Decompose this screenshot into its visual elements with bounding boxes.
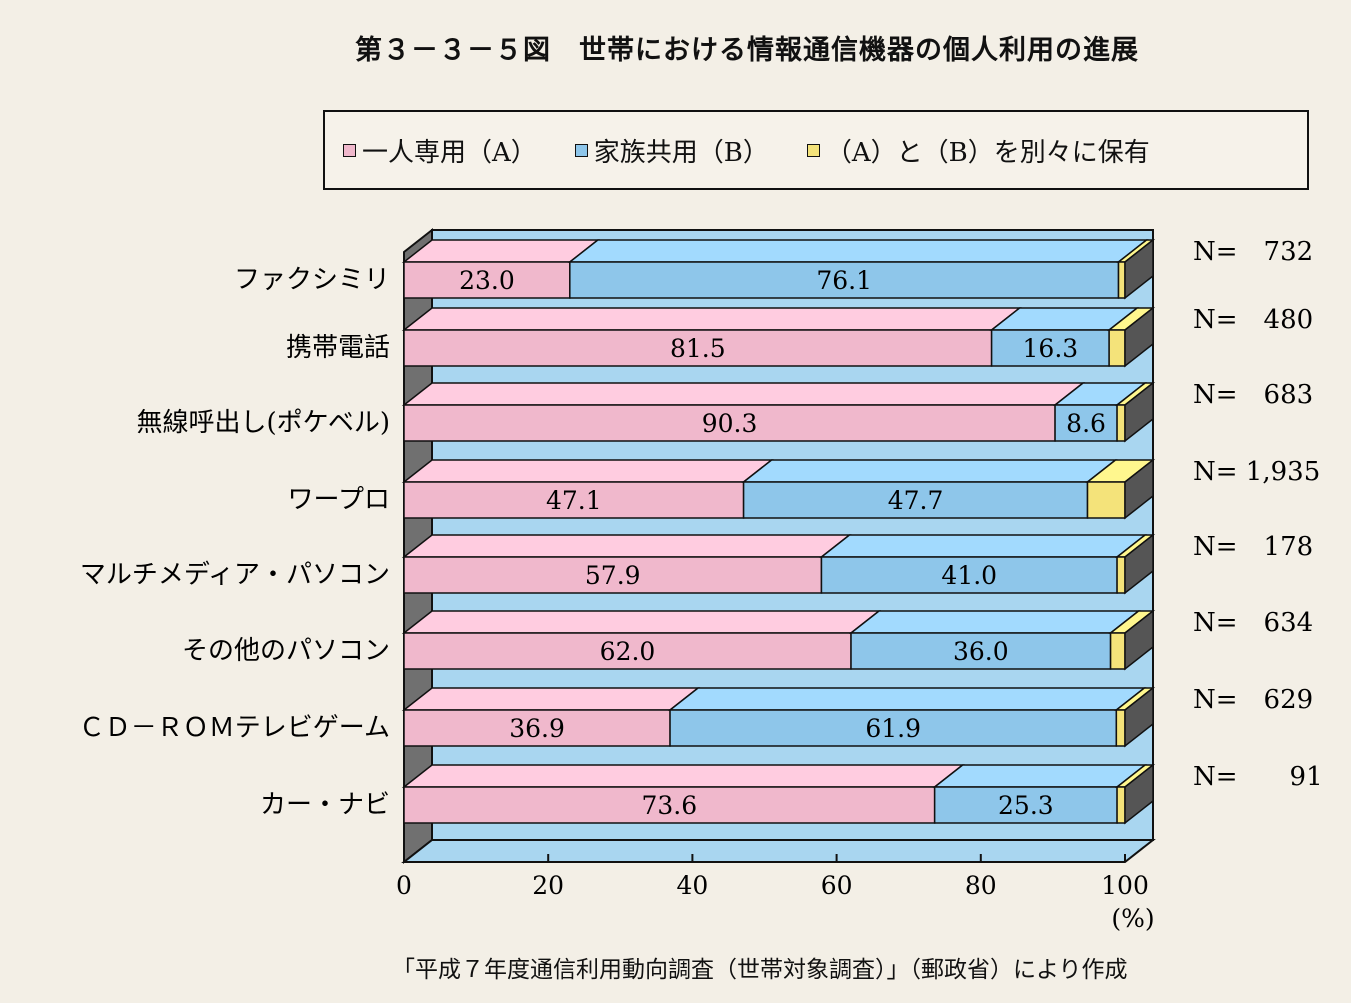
bar-top-2-1 bbox=[401, 307, 1022, 331]
bar-top-1-1 bbox=[401, 239, 600, 263]
legend-item-b: 家族共用（B） bbox=[574, 132, 769, 169]
x-tick-label-0: 0 bbox=[396, 871, 412, 900]
bar-top-8-1 bbox=[401, 764, 965, 788]
n-label-8: N= 91 bbox=[1193, 762, 1323, 792]
legend: 一人専用（A） 家族共用（B） （A）と（B）を別々に保有 bbox=[323, 110, 1309, 190]
bar-segment-7-3 bbox=[1115, 709, 1126, 747]
value-label-b-3: 8.6 bbox=[1066, 409, 1106, 438]
x-tick-label-5: 100 bbox=[1101, 871, 1149, 900]
bar-segment-1-3 bbox=[1117, 261, 1126, 299]
bar-top-6-1 bbox=[401, 610, 882, 634]
legend-swatch-b bbox=[574, 143, 588, 157]
legend-item-a: 一人専用（A） bbox=[343, 132, 537, 169]
bar-end-8 bbox=[1124, 763, 1154, 825]
value-label-b-5: 41.0 bbox=[941, 561, 997, 590]
bar-end-3 bbox=[1124, 381, 1154, 443]
n-label-7: N= 629 bbox=[1193, 685, 1313, 715]
category-label-7: ＣＤ－ＲＯＭテレビゲーム bbox=[79, 713, 390, 743]
bar-top-8-2 bbox=[932, 764, 1148, 788]
category-label-3: 無線呼出し(ポケベル) bbox=[136, 408, 390, 438]
legend-label-b: 家族共用（B） bbox=[593, 137, 769, 168]
value-label-b-4: 47.7 bbox=[888, 486, 944, 515]
bar-top-7-2 bbox=[667, 687, 1147, 711]
value-label-b-6: 36.0 bbox=[953, 637, 1009, 666]
bar-segment-1-2 bbox=[569, 261, 1120, 299]
value-label-a-3: 90.3 bbox=[702, 409, 758, 438]
floor bbox=[401, 839, 1156, 863]
x-tick-label-1: 20 bbox=[532, 871, 564, 900]
bar-top-5-1 bbox=[401, 534, 852, 558]
n-label-2: N= 480 bbox=[1193, 305, 1313, 335]
bar-top-7-1 bbox=[401, 687, 701, 711]
bar-segment-2-2 bbox=[990, 329, 1110, 367]
value-label-b-1: 76.1 bbox=[816, 266, 872, 295]
value-label-b-8: 25.3 bbox=[998, 791, 1054, 820]
bar-segment-4-2 bbox=[742, 481, 1089, 519]
legend-label-a: 一人専用（A） bbox=[362, 137, 537, 168]
chart-title: 第３－３－５図 世帯における情報通信機器の個人利用の進展 bbox=[355, 35, 1139, 66]
bar-end-1 bbox=[1124, 238, 1154, 300]
bar-end-7 bbox=[1124, 686, 1154, 748]
x-tick-label-4: 80 bbox=[965, 871, 997, 900]
category-label-6: その他のパソコン bbox=[182, 636, 390, 666]
legend-swatch-a bbox=[343, 143, 356, 157]
bar-segment-7-2 bbox=[669, 709, 1118, 747]
bar-segment-3-1 bbox=[403, 404, 1056, 442]
category-label-4: ワープロ bbox=[288, 485, 390, 515]
value-label-a-2: 81.5 bbox=[670, 334, 726, 363]
n-label-1: N= 732 bbox=[1193, 237, 1313, 267]
bar-top-4-2 bbox=[741, 459, 1118, 483]
bar-segment-8-1 bbox=[403, 786, 936, 824]
value-label-a-5: 57.9 bbox=[585, 561, 641, 590]
bar-end-5 bbox=[1124, 533, 1154, 595]
bar-segment-1-1 bbox=[403, 261, 571, 299]
bar-segment-8-3 bbox=[1116, 786, 1126, 824]
bar-end-4 bbox=[1124, 458, 1154, 520]
value-label-a-7: 36.9 bbox=[509, 714, 565, 743]
bar-end-2 bbox=[1124, 306, 1154, 368]
n-label-4: N= 1,935 bbox=[1193, 457, 1320, 487]
bar-top-3-1 bbox=[401, 382, 1086, 406]
x-tick-label-3: 60 bbox=[821, 871, 853, 900]
legend-label-c: （A）と（B）を別々に保有 bbox=[825, 137, 1150, 168]
legend-item-c: （A）と（B）を別々に保有 bbox=[806, 132, 1150, 169]
bar-segment-4-3 bbox=[1086, 481, 1126, 519]
bar-segment-2-3 bbox=[1108, 329, 1126, 367]
value-label-a-1: 23.0 bbox=[459, 266, 515, 295]
bar-top-5-2 bbox=[819, 534, 1148, 558]
bar-segment-6-3 bbox=[1109, 632, 1126, 670]
value-label-a-6: 62.0 bbox=[600, 637, 656, 666]
bar-segment-4-1 bbox=[403, 481, 745, 519]
category-label-1: ファクシミリ bbox=[234, 265, 390, 295]
n-label-5: N= 178 bbox=[1193, 532, 1313, 562]
category-label-5: マルチメディア・パソコン bbox=[80, 560, 390, 590]
legend-swatch-c bbox=[806, 143, 820, 157]
bar-top-1-2 bbox=[567, 239, 1149, 263]
x-tick-label-2: 40 bbox=[676, 871, 708, 900]
bar-segment-3-2 bbox=[1054, 404, 1118, 442]
source-note: 「平成７年度通信利用動向調査（世帯対象調査）」（郵政省）により作成 bbox=[392, 957, 1128, 983]
category-label-2: 携帯電話 bbox=[286, 333, 390, 363]
bar-segment-6-2 bbox=[850, 632, 1112, 670]
category-label-8: カー・ナビ bbox=[260, 790, 390, 820]
bar-end-6 bbox=[1124, 609, 1154, 671]
n-label-6: N= 634 bbox=[1193, 608, 1313, 638]
value-label-b-7: 61.9 bbox=[865, 714, 921, 743]
bar-segment-5-2 bbox=[820, 556, 1118, 594]
bar-segment-5-3 bbox=[1116, 556, 1126, 594]
x-axis-unit: (%) bbox=[1111, 904, 1154, 933]
bar-top-4-1 bbox=[401, 459, 774, 483]
bar-segment-5-1 bbox=[403, 556, 823, 594]
bar-top-6-2 bbox=[848, 610, 1141, 634]
value-label-b-2: 16.3 bbox=[1023, 334, 1079, 363]
value-label-a-8: 73.6 bbox=[641, 791, 697, 820]
value-label-a-4: 47.1 bbox=[546, 486, 602, 515]
n-label-3: N= 683 bbox=[1193, 380, 1313, 410]
bar-segment-7-1 bbox=[403, 709, 671, 747]
bar-segment-3-3 bbox=[1116, 404, 1126, 442]
